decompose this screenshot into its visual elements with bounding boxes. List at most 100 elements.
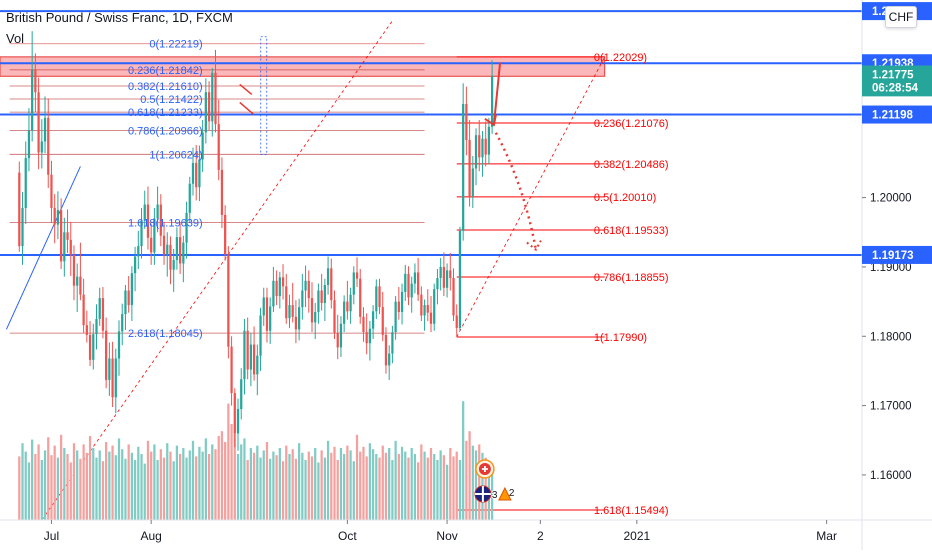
candle-body [462,104,465,231]
candle-body [404,273,407,292]
candle-body [490,75,494,127]
volume-bar [101,461,105,520]
volume-bar [490,469,494,520]
volume-bar [368,443,372,520]
candle [217,99,220,181]
left-red-arrow-2 [239,83,253,95]
candle [140,208,143,259]
candle [53,194,56,244]
candle-body [198,159,201,188]
fib-left-label: 1.618(1.19639) [128,218,203,230]
trend-lines-layer [5,20,606,521]
volume-bar [217,436,220,520]
volume-bar [121,449,124,520]
candle [111,341,114,407]
fib-right-label: 0(1.22029) [594,52,647,64]
candle-body [105,330,108,380]
volume-bar [137,446,140,520]
fib-right-label: 0.5(1.20010) [594,192,656,204]
candle-body [66,232,69,240]
volume-bar [150,451,153,520]
candle-body [445,270,449,288]
candle-body [301,290,304,308]
candle-body [394,301,397,333]
candle [481,131,484,177]
candle-body [191,162,195,184]
volume-bar [269,458,272,520]
volume-bar [59,434,63,520]
volume-bar [31,439,34,520]
candle-body [349,294,352,312]
candle [436,269,439,305]
candle [256,344,259,396]
price-axis: 1.160001.170001.180001.190001.200001.222… [861,0,932,550]
volume-bar [407,457,410,520]
volume-bar [43,450,47,520]
resistance-zone [0,56,606,77]
volume-bar [349,450,352,520]
volume-bar [95,457,98,520]
candle [404,264,407,301]
candle-body [143,204,146,221]
candle [146,186,150,250]
candle-body [362,316,365,333]
volume-bars-layer [18,401,494,520]
candle-body [388,353,391,366]
candle-body [275,280,278,297]
volume-bar [27,462,31,520]
volume-bar [66,454,69,520]
candle [162,221,166,265]
price-label-box [862,78,932,97]
candle-body [169,244,172,270]
candle-body [159,204,162,236]
time-axis: Jul Aug Oct Nov 2 2021 Mar [0,519,932,543]
candle-body [79,276,82,295]
candle-body [108,358,111,380]
candle [127,275,130,313]
candle [343,295,346,333]
volume-bar [53,445,56,520]
volume-bar [397,454,400,520]
candle-body [172,260,175,270]
volume-bar [143,463,146,520]
candle [381,291,384,342]
candle [462,83,465,241]
candle-body [291,305,294,317]
volume-bar [204,438,207,520]
candle-body [378,286,381,308]
volume-bar [82,444,85,520]
volume-bar [352,461,355,520]
volume-bar [201,451,204,520]
candle [291,282,294,323]
candle [397,287,400,320]
candle [474,128,478,186]
candle [333,290,336,340]
candle [150,223,153,265]
fib-left-label: 1(1.20624) [149,149,202,161]
price-label-text: 1.19173 [872,250,914,262]
volume-bar [365,456,368,520]
warning-count: 2 [509,488,515,499]
candle [458,226,462,331]
currency-button[interactable]: CHF [885,6,917,28]
volume-bar [114,455,117,520]
candle [204,78,207,144]
time-axis-label: Nov [436,529,457,543]
candle [349,287,352,324]
candle-body [381,307,384,335]
volume-bar [436,460,439,520]
candle [185,201,188,259]
candle-body [455,315,458,328]
candle-body [201,132,204,160]
candle [433,283,436,331]
volume-bar [410,448,413,520]
candle [294,300,298,344]
candle-body [130,273,133,306]
volume-bar [426,457,429,520]
candle [101,287,105,339]
candle-body [317,290,320,312]
volume-bar [18,456,21,520]
candle [133,246,137,292]
candle-body [478,135,481,158]
